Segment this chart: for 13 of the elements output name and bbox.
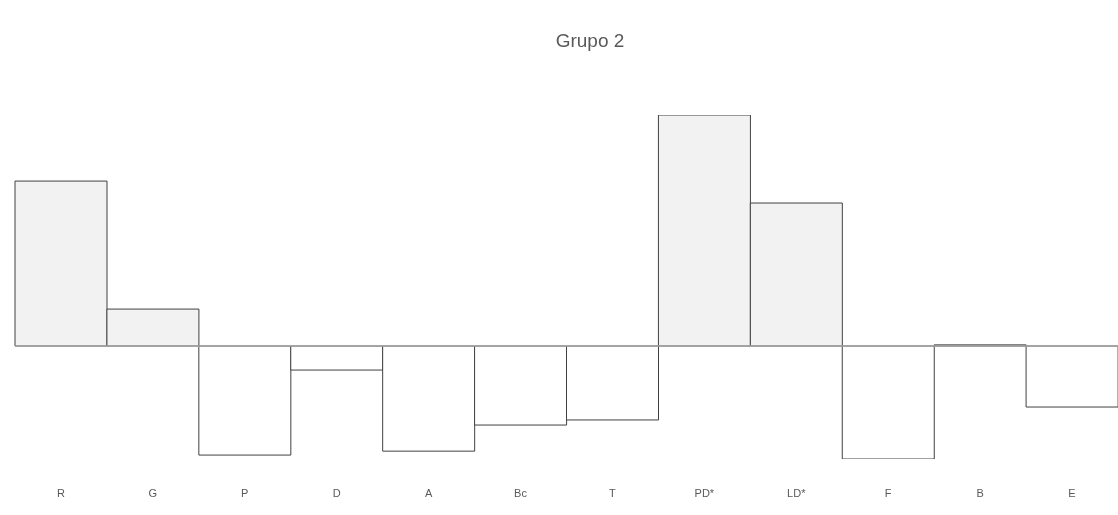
x-tick-label: B (976, 486, 984, 499)
x-tick-label: G (148, 486, 158, 499)
x-tick-label: E (1068, 486, 1076, 499)
x-tick-label: LD* (787, 486, 807, 499)
x-tick-label: PD* (694, 486, 715, 499)
x-tick-label: P (241, 486, 249, 499)
x-tick-label: R (56, 486, 65, 499)
x-tick-label: A (424, 486, 433, 499)
x-tick-label: Bc (514, 486, 528, 499)
x-tick-label: T (609, 486, 617, 499)
chart-title: Grupo 2 (554, 30, 626, 52)
x-tick-label: D (332, 486, 341, 499)
x-tick-label: F (884, 486, 892, 499)
